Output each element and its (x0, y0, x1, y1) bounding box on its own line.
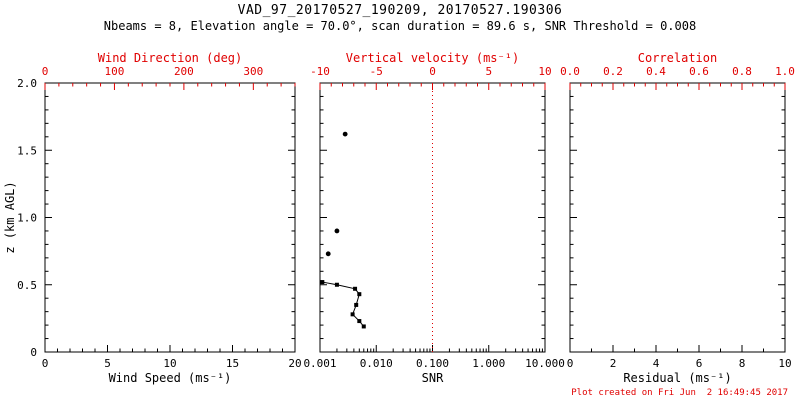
svg-text:Vertical velocity (ms⁻¹): Vertical velocity (ms⁻¹) (346, 51, 519, 65)
svg-text:0: 0 (42, 65, 49, 78)
data-point (361, 324, 366, 329)
plot-title: VAD_97_20170527_190209, 20170527.190306 (237, 3, 563, 18)
svg-text:0: 0 (567, 357, 574, 370)
svg-text:200: 200 (174, 65, 194, 78)
data-point (334, 228, 340, 234)
svg-text:0.5: 0.5 (17, 279, 37, 292)
svg-text:5: 5 (104, 357, 111, 370)
svg-text:0.0: 0.0 (560, 65, 580, 78)
svg-text:4: 4 (653, 357, 660, 370)
svg-text:5: 5 (485, 65, 492, 78)
svg-text:10.000: 10.000 (525, 357, 565, 370)
data-point (357, 292, 362, 297)
svg-text:Residual (ms⁻¹): Residual (ms⁻¹) (623, 371, 731, 385)
panel-frame (44, 82, 296, 353)
svg-text:Wind Speed (ms⁻¹): Wind Speed (ms⁻¹) (109, 371, 232, 385)
svg-text:1.0: 1.0 (17, 212, 37, 225)
svg-text:10: 10 (163, 357, 176, 370)
svg-text:Correlation: Correlation (638, 51, 717, 65)
data-point (353, 286, 358, 291)
svg-text:10: 10 (778, 357, 791, 370)
svg-text:SNR: SNR (422, 371, 444, 385)
svg-text:0.4: 0.4 (646, 65, 666, 78)
svg-text:0.100: 0.100 (416, 357, 449, 370)
svg-text:20: 20 (288, 357, 301, 370)
data-point (320, 280, 325, 285)
svg-text:0: 0 (30, 346, 37, 359)
creation-timestamp: Plot created on Fri Jun 2 16:49:45 2017 (571, 388, 788, 398)
svg-text:0.6: 0.6 (689, 65, 709, 78)
plot-subtitle: Nbeams = 8, Elevation angle = 70.0°, sca… (103, 19, 697, 33)
svg-text:1.0: 1.0 (775, 65, 795, 78)
svg-text:2.0: 2.0 (17, 77, 37, 90)
svg-text:100: 100 (105, 65, 125, 78)
svg-text:0.001: 0.001 (303, 357, 336, 370)
svg-text:300: 300 (243, 65, 263, 78)
panel-snr: 0.001 0.010 0.100 1.000 10.000 SNR -10 -5 0 5 10 Ve… (303, 51, 564, 385)
svg-text:0.8: 0.8 (732, 65, 752, 78)
panel-frame (569, 82, 786, 353)
svg-text:-10: -10 (310, 65, 330, 78)
panel-residual: 0 2 4 6 8 10 Residual (ms⁻¹) 0.0 0.2 0.4 0.6 0.8 1.0… (560, 51, 795, 385)
svg-text:-5: -5 (370, 65, 383, 78)
svg-text:0: 0 (42, 357, 49, 370)
data-point (334, 282, 339, 287)
svg-text:0: 0 (429, 65, 436, 78)
data-point (342, 131, 348, 137)
svg-text:0.2: 0.2 (603, 65, 623, 78)
panel-wind-speed: 2.0 1.5 1.0 0.5 0 z (km AGL) 0 5 10 15 20 Wind Spee… (3, 51, 302, 385)
svg-text:1.5: 1.5 (17, 144, 37, 157)
svg-text:1.000: 1.000 (472, 357, 505, 370)
data-point (354, 302, 359, 307)
data-point (325, 251, 331, 257)
svg-text:2: 2 (610, 357, 617, 370)
data-point (357, 319, 362, 324)
svg-text:0.010: 0.010 (360, 357, 393, 370)
svg-text:15: 15 (226, 357, 239, 370)
svg-text:Wind Direction (deg): Wind Direction (deg) (98, 51, 243, 65)
data-point (350, 312, 355, 317)
svg-text:8: 8 (739, 357, 746, 370)
svg-text:6: 6 (696, 357, 703, 370)
svg-text:10: 10 (538, 65, 551, 78)
svg-text:z (km AGL): z (km AGL) (3, 181, 17, 253)
